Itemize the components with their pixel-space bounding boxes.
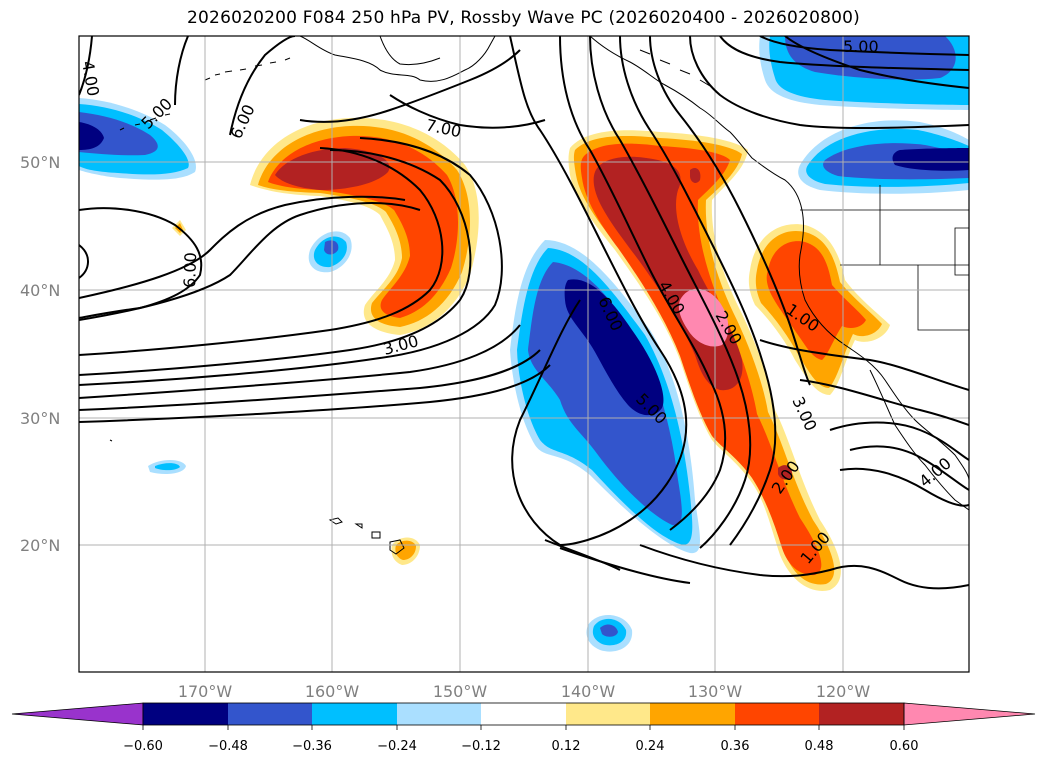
colorbar-tick-label: −0.36 — [292, 739, 332, 754]
longitude-labels: 170°W 160°W 150°W 140°W 130°W 120°W — [178, 682, 871, 701]
negative-anomaly-northeast — [759, 36, 969, 194]
colorbar-bin — [228, 703, 312, 725]
lon-label: 160°W — [305, 682, 360, 701]
colorbar-tick-label: −0.12 — [461, 739, 501, 754]
colorbar-extend-low — [11, 702, 144, 726]
lon-label: 130°W — [688, 682, 743, 701]
gridlines — [79, 36, 969, 672]
colorbar-tick-label: −0.48 — [208, 739, 248, 754]
lon-label: 150°W — [433, 682, 488, 701]
shade-pos-060-east — [678, 288, 729, 347]
lat-label: 50°N — [20, 153, 60, 172]
colorbar-bin — [819, 703, 904, 725]
colorbar-bin — [650, 703, 735, 725]
map-title: 2026020200 F084 250 hPa PV, Rossby Wave … — [187, 8, 860, 28]
colorbar-tick-label: −0.60 — [123, 739, 163, 754]
lat-label: 30°N — [20, 409, 60, 428]
lon-label: 120°W — [816, 682, 871, 701]
colorbar-bin — [143, 703, 228, 725]
shade-neg-048 — [528, 262, 682, 526]
colorbar-tick-label: 0.60 — [890, 739, 919, 754]
lat-label: 20°N — [20, 536, 60, 555]
colorbar-tick-label: −0.24 — [377, 739, 417, 754]
colorbar-bin — [397, 703, 481, 725]
contour-label: 5.00 — [843, 37, 879, 56]
colorbar-bin — [735, 703, 819, 725]
pv-contours — [79, 36, 969, 590]
colorbar-tick-label: 0.36 — [721, 739, 750, 754]
map-frame — [78, 35, 970, 673]
colorbar-tick-label: 0.12 — [552, 739, 581, 754]
lat-label: 40°N — [20, 281, 60, 300]
lon-label: 140°W — [561, 682, 616, 701]
contour-label: 6.00 — [180, 252, 200, 288]
colorbar-bin — [481, 703, 566, 725]
latitude-labels: 50°N 40°N 30°N 20°N — [20, 153, 60, 555]
map-panel: 4.00 5.00 6.00 7.00 6.00 3.00 4.00 6.00 … — [78, 36, 969, 672]
colorbar-bin — [566, 703, 650, 725]
negative-anomaly-spots — [148, 231, 633, 652]
lon-label: 170°W — [178, 682, 233, 701]
colorbar-tick-label: 0.48 — [805, 739, 834, 754]
colorbar-bin — [312, 703, 397, 725]
colorbar-extend-high — [903, 702, 1036, 726]
colorbar: −0.60 −0.48 −0.36 −0.24 −0.12 0.12 0.24 … — [11, 702, 1036, 754]
negative-anomaly-central — [510, 240, 700, 554]
shade-neg-060 — [564, 279, 664, 416]
negative-anomaly-northwest — [79, 98, 196, 180]
colorbar-tick-label: 0.24 — [636, 739, 665, 754]
contour-label: 4.00 — [78, 59, 103, 97]
